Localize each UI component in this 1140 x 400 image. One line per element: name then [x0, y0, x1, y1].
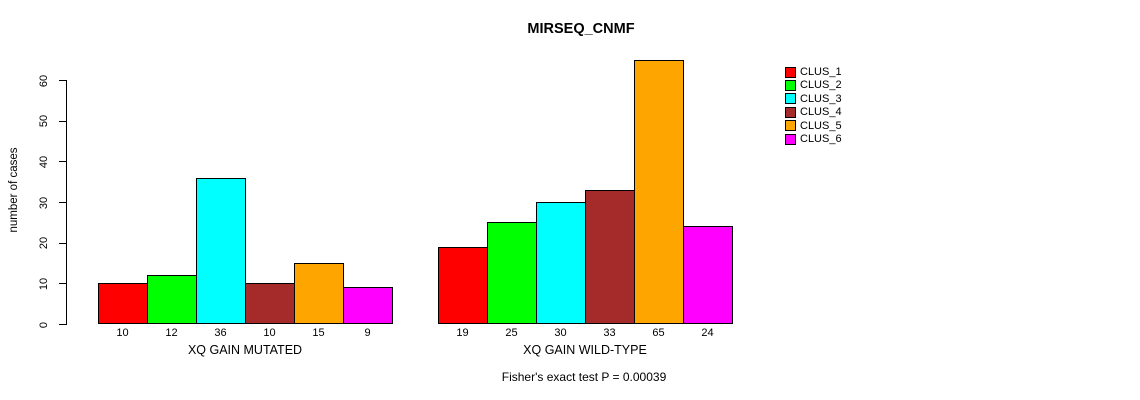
- bar-value-label: 65: [652, 327, 665, 339]
- bar-value-label: 12: [165, 327, 178, 339]
- bar-value-label: 33: [603, 327, 616, 339]
- legend-swatch: [785, 106, 796, 118]
- legend-swatch: [785, 93, 796, 105]
- y-tick: [59, 202, 66, 203]
- legend-item: CLUS_4: [785, 106, 842, 118]
- bar-value-label: 9: [364, 327, 371, 339]
- bar-value-label: 15: [312, 327, 325, 339]
- legend-label: CLUS_3: [800, 92, 842, 105]
- legend-item: CLUS_1: [785, 66, 842, 78]
- y-tick: [59, 324, 66, 325]
- y-tick: [59, 80, 66, 81]
- bar-value-label: 10: [116, 327, 129, 339]
- bar: [245, 283, 295, 324]
- legend-swatch: [785, 120, 796, 132]
- legend-swatch: [785, 133, 796, 145]
- bar-value-label: 25: [505, 327, 518, 339]
- y-tick-label: 60: [38, 74, 50, 87]
- legend-item: CLUS_2: [785, 79, 842, 91]
- legend-item: CLUS_3: [785, 93, 842, 105]
- bar: [634, 60, 684, 324]
- y-axis-line: [66, 80, 67, 325]
- legend-item: CLUS_6: [785, 133, 842, 145]
- x-axis-group-label: XQ GAIN WILD-TYPE: [523, 343, 647, 357]
- bar: [98, 283, 148, 324]
- legend-label: CLUS_2: [800, 79, 842, 92]
- bar: [147, 275, 197, 324]
- bar-value-label: 24: [701, 327, 714, 339]
- y-tick-label: 40: [38, 155, 50, 168]
- bar: [294, 263, 344, 324]
- y-tick: [59, 120, 66, 122]
- y-tick-label: 20: [38, 237, 50, 250]
- y-tick: [59, 161, 66, 163]
- bar: [438, 247, 488, 324]
- chart-title: MIRSEQ_CNMF: [527, 21, 635, 37]
- y-tick-label: 50: [38, 115, 50, 128]
- legend-swatch: [785, 66, 796, 78]
- y-tick-label: 30: [38, 196, 50, 209]
- legend-label: CLUS_6: [800, 133, 842, 145]
- bar: [585, 190, 635, 324]
- bar-value-label: 36: [214, 327, 227, 339]
- bar: [343, 287, 393, 324]
- legend-label: CLUS_4: [800, 106, 842, 119]
- bar: [536, 202, 586, 324]
- bar-value-label: 10: [263, 327, 276, 339]
- legend-label: CLUS_5: [800, 119, 842, 132]
- x-axis-group-label: XQ GAIN MUTATED: [187, 343, 303, 357]
- y-tick: [59, 242, 66, 244]
- bar-value-label: 19: [456, 327, 469, 339]
- bar-value-label: 30: [554, 327, 567, 339]
- legend-item: CLUS_5: [785, 120, 842, 132]
- legend-swatch: [785, 79, 796, 91]
- y-axis-title: number of cases: [8, 147, 20, 233]
- legend-label: CLUS_1: [800, 66, 842, 78]
- bar: [487, 222, 537, 324]
- y-tick: [59, 283, 66, 285]
- footnote: Fisher's exact test P = 0.00039: [501, 370, 667, 384]
- bar: [196, 178, 246, 324]
- y-tick-label: 10: [38, 277, 50, 290]
- y-tick-label: 0: [38, 321, 50, 328]
- bar: [683, 226, 733, 324]
